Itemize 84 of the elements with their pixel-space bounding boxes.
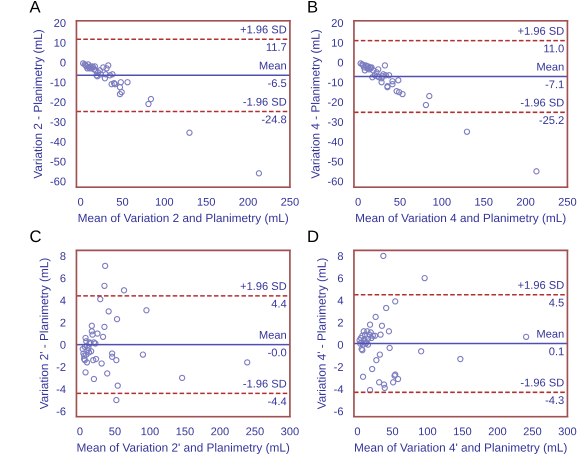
x-axis-title: Mean of Variation 4 and Planimetry (mL) bbox=[356, 213, 566, 224]
ref-line-label: -1.96 SD -4.4 bbox=[243, 380, 286, 406]
y-tick-label: -30 bbox=[50, 118, 66, 126]
y-tick-label: 6 bbox=[60, 274, 66, 282]
y-tick-label: 4 bbox=[338, 296, 344, 304]
ref-line-label: Mean -7.1 bbox=[537, 62, 564, 88]
chart-title: B bbox=[308, 1, 318, 12]
x-tick-label: 200 bbox=[516, 198, 534, 206]
ref-line-label: Mean 0.1 bbox=[537, 330, 564, 356]
y-axis-title: Variation 4 - Planimetry (mL) bbox=[310, 30, 322, 179]
chart-title: C bbox=[30, 230, 41, 242]
y-tick-label: 20 bbox=[54, 19, 66, 27]
y-tick-label: -6 bbox=[56, 407, 66, 416]
x-tick-label: 100 bbox=[419, 427, 436, 436]
y-tick-label: -50 bbox=[50, 158, 66, 166]
ref-line-label: Mean -6.5 bbox=[260, 62, 286, 88]
x-axis-title: Mean of Variation 2' and Planimetry (mL) bbox=[77, 443, 290, 454]
y-tick-label: -30 bbox=[328, 118, 344, 126]
y-tick-label: 20 bbox=[332, 19, 344, 27]
y-tick-label: -60 bbox=[50, 177, 66, 186]
y-tick-label: -50 bbox=[328, 158, 344, 166]
x-tick-label: 300 bbox=[558, 427, 576, 436]
x-tick-label: 0 bbox=[78, 198, 84, 206]
x-tick-label: 200 bbox=[239, 198, 257, 206]
ref-line-label: -1.96 SD -4.3 bbox=[520, 378, 564, 404]
y-tick-label: 8 bbox=[338, 252, 344, 260]
y-tick-label: -10 bbox=[50, 78, 66, 86]
ref-line-label: +1.96 SD 11.0 bbox=[518, 26, 564, 52]
y-tick-label: -60 bbox=[328, 177, 344, 186]
y-tick-label: -4 bbox=[56, 385, 66, 394]
x-tick-label: 100 bbox=[433, 198, 451, 206]
x-tick-label: 50 bbox=[116, 198, 128, 206]
x-axis-title: Mean of Variation 4' and Planimetry (mL) bbox=[355, 443, 567, 454]
x-tick-label: 0 bbox=[77, 427, 83, 436]
x-tick-label: 250 bbox=[246, 427, 264, 436]
ref-line-label: Mean -0.0 bbox=[260, 331, 286, 356]
y-tick-label: -40 bbox=[50, 138, 66, 146]
y-tick-label: 4 bbox=[60, 296, 66, 304]
x-tick-label: 150 bbox=[475, 198, 493, 206]
y-axis-title: Variation 2 - Planimetry (mL) bbox=[33, 30, 44, 179]
x-tick-label: 250 bbox=[524, 427, 542, 436]
ref-line-label: -1.96 SD -24.8 bbox=[243, 98, 286, 124]
x-tick-label: 150 bbox=[176, 427, 194, 436]
chart-title: D bbox=[308, 230, 318, 242]
x-tick-label: 300 bbox=[281, 427, 299, 436]
x-tick-label: 200 bbox=[488, 427, 506, 436]
x-tick-label: 250 bbox=[281, 198, 299, 206]
y-axis-title: Variation 4' - Planimetry (mL) bbox=[317, 258, 328, 410]
ref-line-label: -1.96 SD -25.2 bbox=[520, 98, 564, 124]
ref-line-label: +1.96 SD 11.7 bbox=[240, 26, 286, 51]
ref-line-label: +1.96 SD 4.4 bbox=[240, 282, 286, 308]
y-tick-label: 10 bbox=[332, 38, 344, 47]
y-tick-label: -10 bbox=[328, 78, 344, 86]
y-tick-label: 0 bbox=[338, 58, 344, 67]
x-tick-label: 0 bbox=[355, 198, 361, 206]
chart-title: A bbox=[30, 1, 41, 12]
ref-line-label: +1.96 SD 4.5 bbox=[518, 281, 564, 307]
y-tick-label: -20 bbox=[50, 98, 66, 106]
y-tick-label: 10 bbox=[54, 38, 66, 47]
y-tick-label: 0 bbox=[60, 340, 66, 349]
y-tick-label: -2 bbox=[334, 363, 343, 371]
y-tick-label: 8 bbox=[60, 252, 66, 260]
x-tick-label: 200 bbox=[211, 427, 229, 436]
x-tick-label: 50 bbox=[386, 427, 398, 436]
y-tick-label: 0 bbox=[60, 58, 66, 67]
y-tick-label: -2 bbox=[56, 363, 66, 371]
x-tick-label: 50 bbox=[394, 198, 406, 206]
x-tick-label: 50 bbox=[109, 427, 121, 436]
x-tick-label: 250 bbox=[558, 198, 576, 206]
x-tick-label: 100 bbox=[156, 198, 174, 206]
y-axis-title: Variation 2' - Planimetry (mL) bbox=[40, 258, 51, 410]
x-tick-label: 150 bbox=[198, 198, 216, 206]
y-tick-label: -40 bbox=[328, 138, 344, 146]
x-axis-title: Mean of Variation 2 and Planimetry (mL) bbox=[78, 213, 288, 224]
y-tick-label: 2 bbox=[338, 318, 343, 326]
y-tick-label: -4 bbox=[334, 385, 344, 394]
y-tick-label: -6 bbox=[334, 407, 344, 416]
y-tick-label: 0 bbox=[338, 340, 344, 349]
y-tick-label: -20 bbox=[328, 98, 344, 106]
y-tick-label: 6 bbox=[338, 274, 344, 282]
x-tick-label: 0 bbox=[354, 427, 360, 436]
x-tick-label: 100 bbox=[142, 427, 159, 436]
y-tick-label: 2 bbox=[60, 318, 66, 326]
x-tick-label: 150 bbox=[454, 427, 472, 436]
